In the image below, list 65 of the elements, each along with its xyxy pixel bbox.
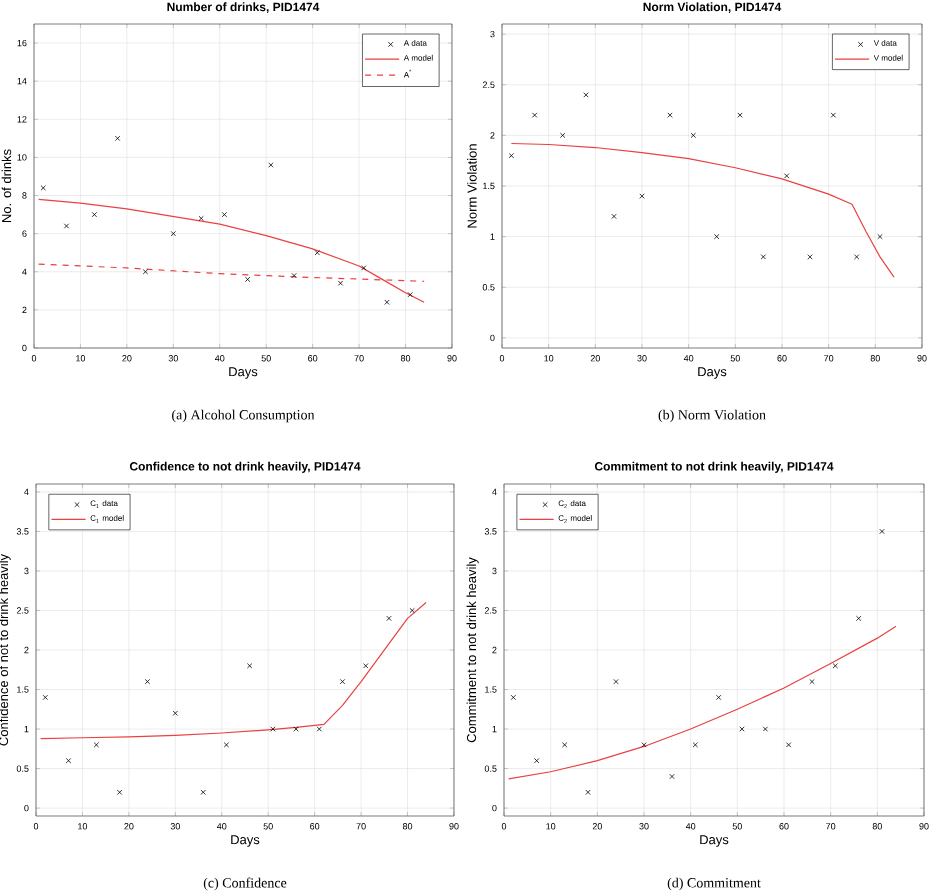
point (583, 92, 589, 98)
point (760, 254, 766, 260)
line-series (510, 142, 895, 278)
point (244, 276, 251, 283)
point (293, 726, 299, 732)
point (639, 193, 645, 199)
point (268, 162, 274, 168)
point (63, 223, 70, 229)
point (611, 213, 617, 220)
point (853, 254, 860, 260)
point (386, 615, 392, 622)
point (667, 112, 673, 118)
point (832, 663, 838, 669)
point (877, 233, 883, 240)
point (361, 265, 367, 271)
point (737, 112, 743, 118)
point (172, 710, 178, 716)
point (116, 789, 123, 795)
point (114, 135, 121, 142)
point (270, 726, 276, 732)
point (560, 132, 566, 139)
point (93, 742, 100, 748)
point (613, 678, 619, 685)
point (144, 678, 151, 685)
point (170, 230, 176, 237)
point (716, 694, 722, 701)
point (91, 211, 98, 218)
point (855, 615, 862, 622)
point (142, 269, 149, 275)
point (783, 173, 790, 179)
point (762, 726, 768, 732)
point (641, 742, 647, 748)
point (508, 152, 514, 159)
point (65, 758, 72, 764)
point (714, 233, 720, 240)
point (692, 742, 698, 748)
point (223, 742, 230, 748)
point (40, 185, 46, 191)
point (879, 528, 885, 535)
point (246, 663, 253, 669)
point (409, 607, 415, 614)
point (534, 758, 540, 764)
point (221, 211, 228, 218)
point (807, 254, 813, 260)
point (339, 678, 346, 685)
point (42, 694, 48, 701)
point (690, 132, 696, 139)
point (337, 280, 344, 286)
point (669, 773, 675, 780)
point (532, 112, 538, 118)
point (785, 742, 792, 748)
point (809, 678, 815, 685)
point (200, 789, 206, 795)
line-series (508, 625, 897, 780)
point (407, 291, 413, 298)
point (562, 742, 568, 748)
point (384, 299, 390, 305)
point (198, 215, 204, 222)
point (291, 272, 297, 279)
point (585, 789, 591, 795)
point (510, 694, 516, 701)
point (316, 726, 322, 732)
point (314, 250, 320, 256)
point (830, 112, 836, 118)
point (363, 663, 369, 669)
